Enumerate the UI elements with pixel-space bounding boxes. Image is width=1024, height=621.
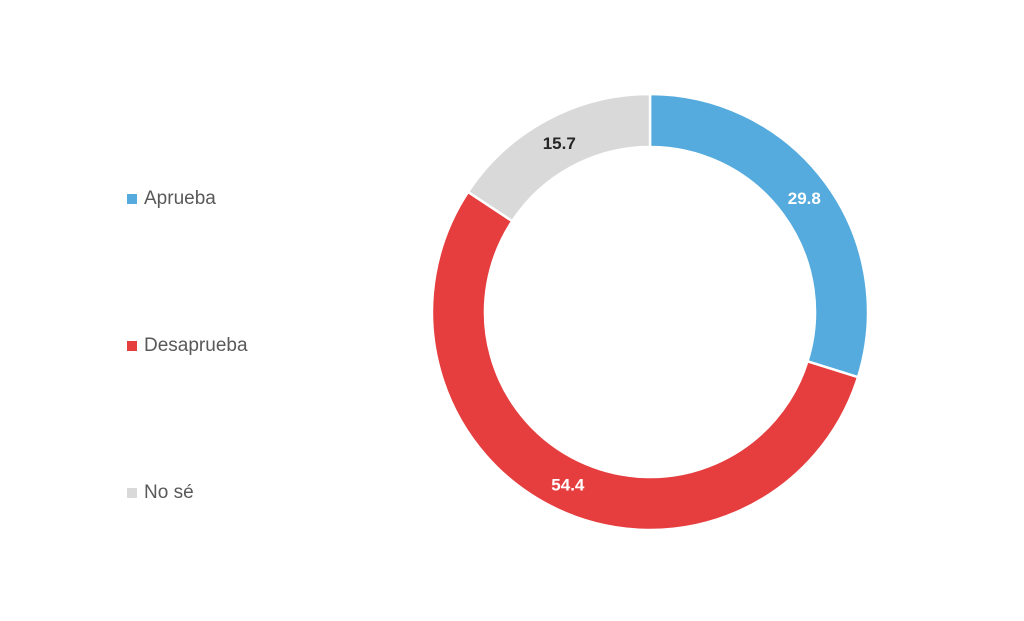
slice-no-se	[466, 92, 652, 223]
slice-aprueba	[648, 92, 870, 379]
legend-swatch-desaprueba	[127, 341, 137, 351]
legend-swatch-aprueba	[127, 194, 137, 204]
legend-swatch-no-se	[127, 488, 137, 498]
data-label-desaprueba: 54.4	[551, 475, 585, 494]
legend-item-desaprueba: Desaprueba	[127, 335, 248, 357]
legend-label-desaprueba: Desaprueba	[144, 335, 248, 356]
legend-item-aprueba: Aprueba	[127, 188, 216, 210]
legend-label-no-se: No sé	[144, 482, 194, 503]
data-label-aprueba: 29.8	[788, 189, 821, 208]
legend-item-no-se: No sé	[127, 482, 194, 504]
slice-desaprueba	[430, 190, 860, 532]
legend-label-aprueba: Aprueba	[144, 188, 216, 209]
data-label-no-se: 15.7	[543, 134, 576, 153]
